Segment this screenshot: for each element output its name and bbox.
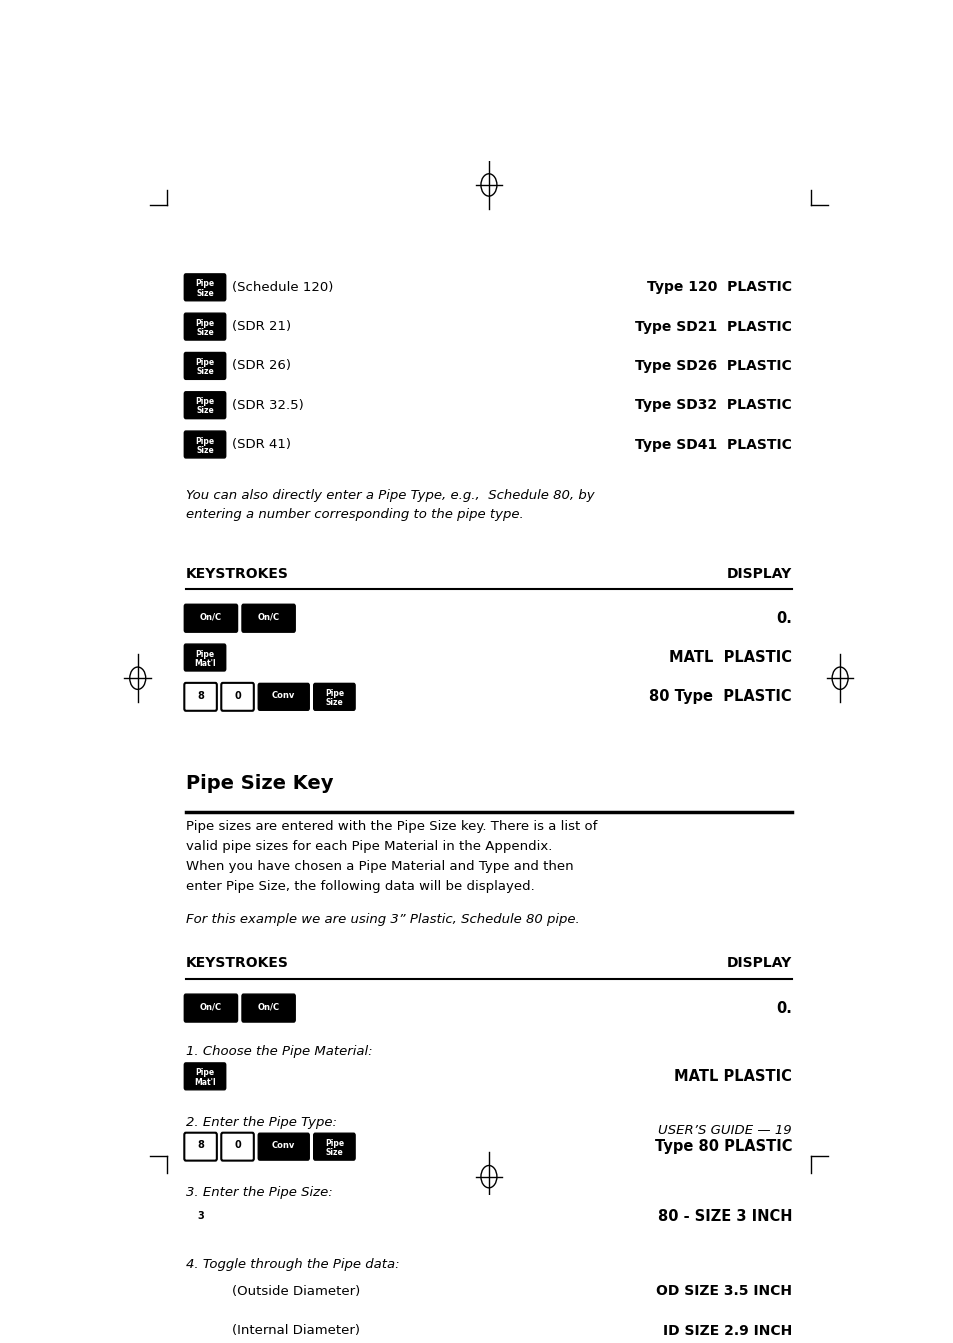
Text: Size: Size (196, 328, 213, 337)
Text: Pipe: Pipe (195, 436, 214, 446)
Text: Pipe: Pipe (278, 1209, 297, 1218)
Text: Size: Size (196, 407, 213, 415)
Text: Type SD21  PLASTIC: Type SD21 PLASTIC (635, 320, 791, 333)
Text: 80 - SIZE 3 INCH: 80 - SIZE 3 INCH (657, 1210, 791, 1225)
Text: 0: 0 (233, 690, 241, 701)
Text: 0.: 0. (776, 611, 791, 626)
FancyBboxPatch shape (184, 313, 226, 340)
Text: KEYSTROKES: KEYSTROKES (186, 567, 289, 580)
Text: Type 120  PLASTIC: Type 120 PLASTIC (646, 281, 791, 294)
Text: Pipe: Pipe (195, 398, 214, 407)
FancyBboxPatch shape (258, 1133, 309, 1160)
FancyBboxPatch shape (184, 1203, 216, 1232)
Text: Pipe: Pipe (195, 1323, 214, 1332)
Text: Pipe: Pipe (325, 689, 344, 698)
Text: 2. Enter the Pipe Type:: 2. Enter the Pipe Type: (186, 1116, 336, 1128)
Text: Conv: Conv (272, 692, 295, 700)
Text: (SDR 41): (SDR 41) (232, 438, 291, 451)
Text: (Outside Diameter): (Outside Diameter) (232, 1285, 359, 1297)
FancyBboxPatch shape (242, 994, 294, 1022)
Text: Pipe: Pipe (325, 1139, 344, 1148)
FancyBboxPatch shape (221, 682, 253, 710)
Text: Size: Size (196, 446, 213, 455)
Text: Conv: Conv (272, 1142, 295, 1150)
Text: Size: Size (278, 1218, 296, 1228)
FancyBboxPatch shape (184, 682, 216, 710)
FancyBboxPatch shape (184, 352, 226, 379)
FancyBboxPatch shape (184, 994, 237, 1022)
Text: Size: Size (196, 1292, 213, 1301)
Text: Pipe: Pipe (195, 279, 214, 289)
Text: Type SD32  PLASTIC: Type SD32 PLASTIC (635, 399, 791, 412)
Text: DISPLAY: DISPLAY (726, 956, 791, 971)
Text: 8: 8 (197, 1140, 204, 1151)
Text: USER’S GUIDE — 19: USER’S GUIDE — 19 (658, 1124, 791, 1136)
Text: Mat'l: Mat'l (194, 1077, 215, 1086)
Text: You can also directly enter a Pipe Type, e.g.,  Schedule 80, by
entering a numbe: You can also directly enter a Pipe Type,… (186, 489, 594, 521)
Text: For this example we are using 3” Plastic, Schedule 80 pipe.: For this example we are using 3” Plastic… (186, 913, 578, 925)
FancyBboxPatch shape (184, 1132, 216, 1160)
FancyBboxPatch shape (314, 1133, 355, 1160)
Text: Size: Size (325, 698, 343, 706)
FancyBboxPatch shape (242, 604, 294, 633)
Text: On/C: On/C (257, 612, 279, 622)
Text: Pipe: Pipe (195, 1284, 214, 1292)
Text: Size: Size (196, 289, 213, 298)
Text: (SDR 26): (SDR 26) (232, 360, 291, 372)
Text: (SDR 32.5): (SDR 32.5) (232, 399, 303, 412)
Text: Size: Size (196, 367, 213, 376)
FancyBboxPatch shape (184, 604, 237, 633)
Text: Mat'l: Mat'l (194, 658, 215, 667)
Text: Inch: Inch (232, 1211, 252, 1221)
Text: Type 80 PLASTIC: Type 80 PLASTIC (654, 1139, 791, 1154)
Text: (SDR 21): (SDR 21) (232, 320, 291, 333)
Text: On/C: On/C (257, 1002, 279, 1011)
FancyBboxPatch shape (184, 1279, 226, 1305)
Text: OD SIZE 3.5 INCH: OD SIZE 3.5 INCH (656, 1284, 791, 1299)
FancyBboxPatch shape (184, 1317, 226, 1343)
Text: DISPLAY: DISPLAY (726, 567, 791, 580)
FancyBboxPatch shape (184, 431, 226, 458)
Text: 0: 0 (233, 1140, 241, 1151)
Text: (Internal Diameter): (Internal Diameter) (232, 1324, 359, 1338)
Text: KEYSTROKES: KEYSTROKES (186, 956, 289, 971)
Text: ID SIZE 2.9 INCH: ID SIZE 2.9 INCH (662, 1324, 791, 1338)
Text: 4. Toggle through the Pipe data:: 4. Toggle through the Pipe data: (186, 1258, 399, 1272)
Text: Pipe: Pipe (195, 359, 214, 367)
Text: Pipe Size Key: Pipe Size Key (186, 775, 333, 794)
FancyBboxPatch shape (184, 274, 226, 301)
Text: 3: 3 (197, 1211, 204, 1221)
Text: 1. Choose the Pipe Material:: 1. Choose the Pipe Material: (186, 1045, 372, 1058)
Text: On/C: On/C (200, 1002, 222, 1011)
FancyBboxPatch shape (221, 1132, 253, 1160)
Text: 0.: 0. (776, 1001, 791, 1015)
FancyBboxPatch shape (184, 392, 226, 419)
Text: MATL PLASTIC: MATL PLASTIC (674, 1069, 791, 1084)
Text: On/C: On/C (200, 612, 222, 622)
Text: MATL  PLASTIC: MATL PLASTIC (668, 650, 791, 665)
FancyBboxPatch shape (184, 645, 226, 672)
Text: 3. Enter the Pipe Size:: 3. Enter the Pipe Size: (186, 1186, 333, 1199)
Text: 80 Type  PLASTIC: 80 Type PLASTIC (649, 689, 791, 704)
Text: Size: Size (196, 1332, 213, 1340)
FancyBboxPatch shape (221, 1203, 262, 1230)
Text: Pipe sizes are entered with the Pipe Size key. There is a list of
valid pipe siz: Pipe sizes are entered with the Pipe Siz… (186, 819, 597, 893)
FancyBboxPatch shape (314, 684, 355, 710)
Text: Pipe: Pipe (195, 1069, 214, 1077)
Text: Type SD41  PLASTIC: Type SD41 PLASTIC (635, 438, 791, 451)
FancyBboxPatch shape (258, 684, 309, 710)
Text: Type SD26  PLASTIC: Type SD26 PLASTIC (635, 359, 791, 373)
FancyBboxPatch shape (267, 1203, 308, 1230)
Text: Pipe: Pipe (195, 650, 214, 658)
Text: Pipe: Pipe (195, 318, 214, 328)
FancyBboxPatch shape (184, 1062, 226, 1089)
Text: Size: Size (325, 1148, 343, 1156)
Text: (Schedule 120): (Schedule 120) (232, 281, 333, 294)
Text: 8: 8 (197, 690, 204, 701)
